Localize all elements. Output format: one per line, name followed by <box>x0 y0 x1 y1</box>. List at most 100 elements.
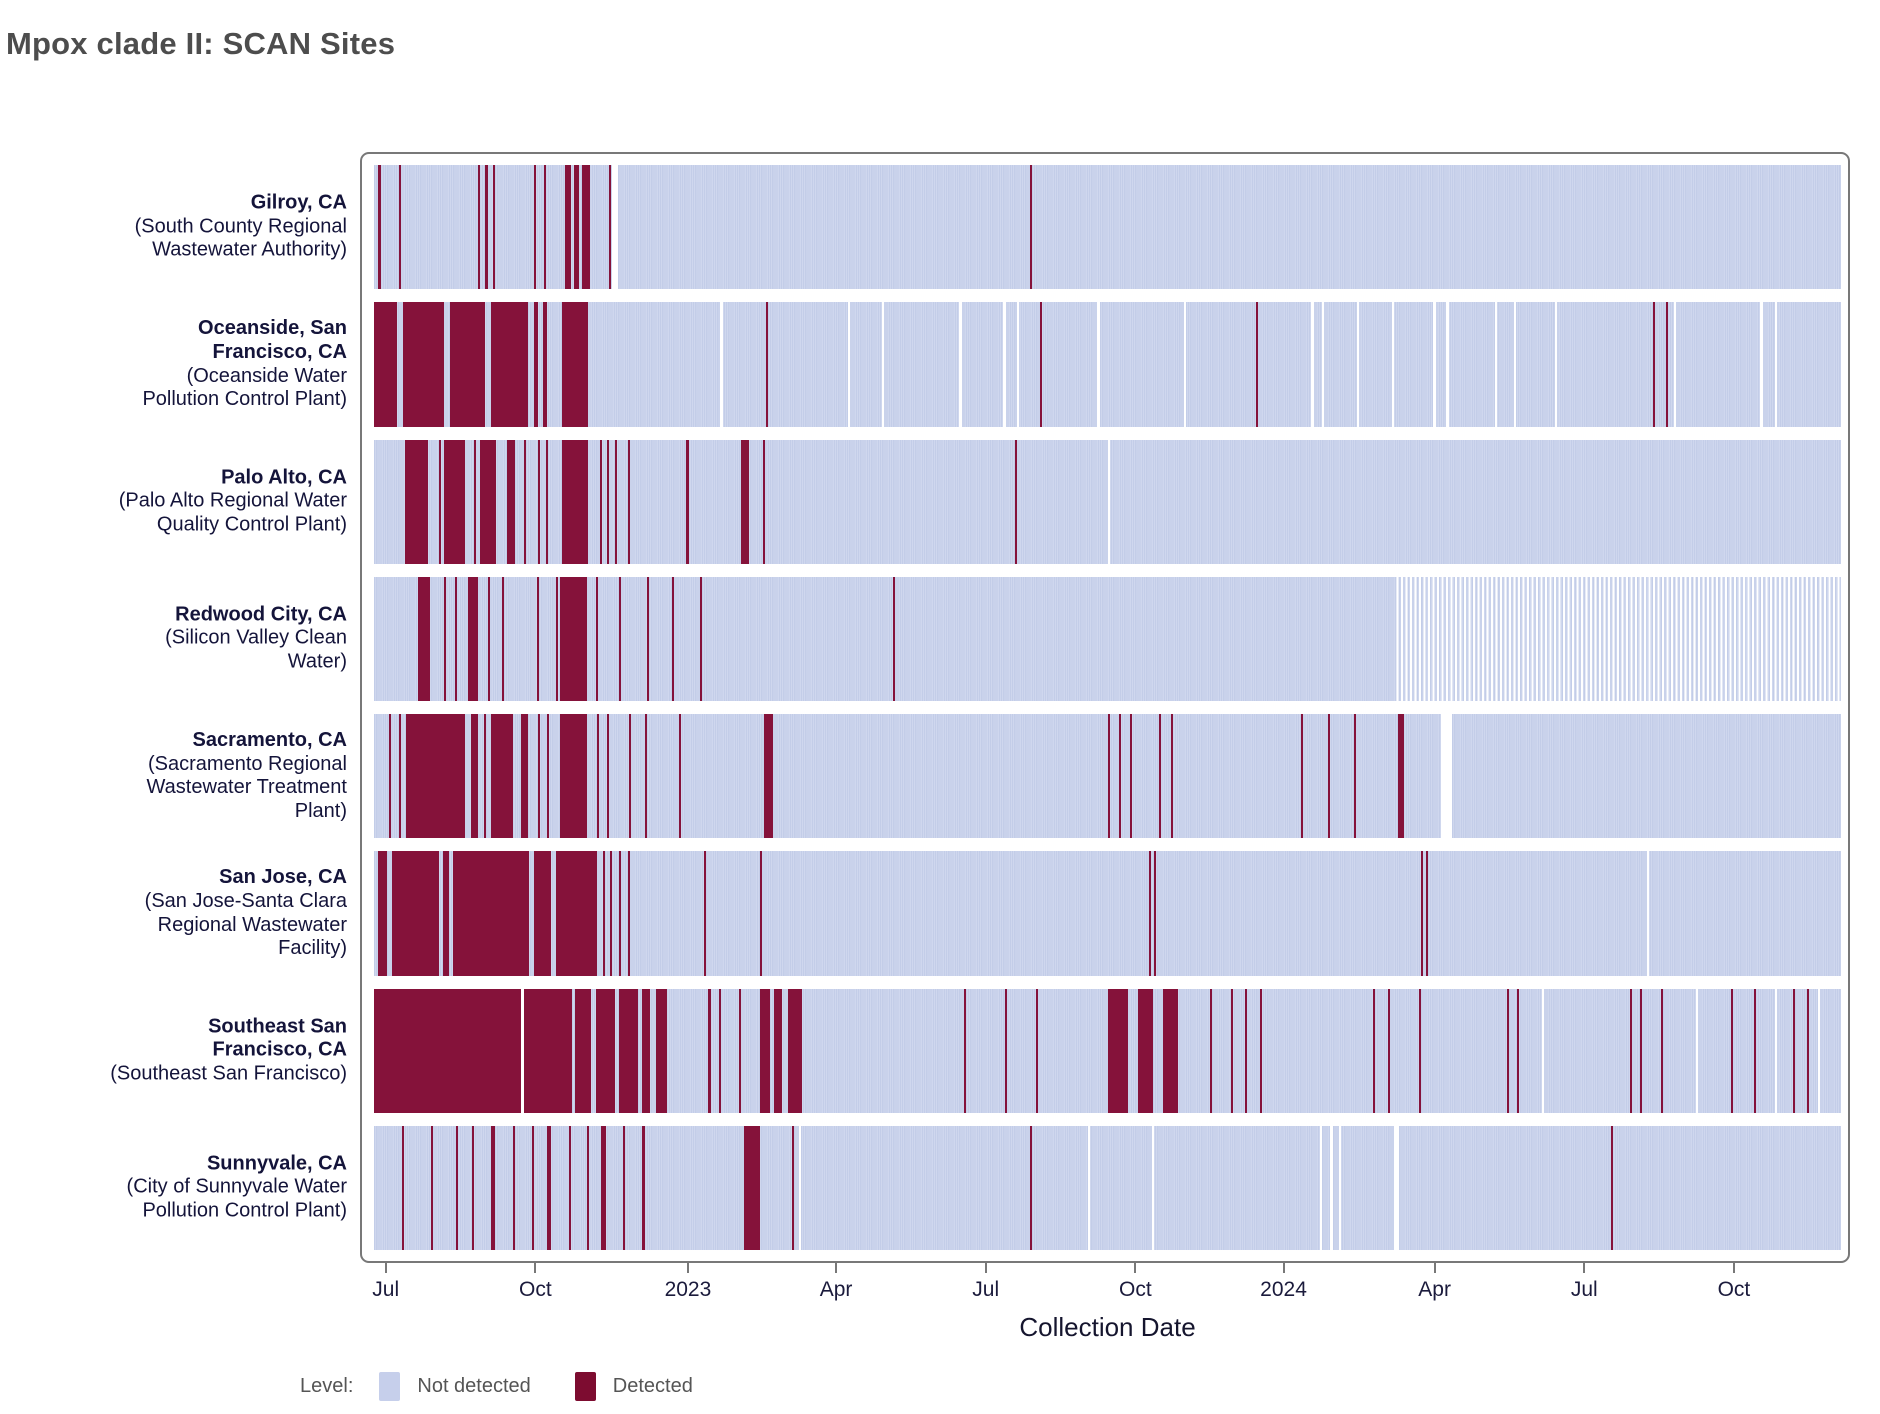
x-axis-tick-label: Apr <box>819 1278 853 1301</box>
site-row: Sunnyvale, CA (City of Sunnyvale Water Po… <box>127 1125 1841 1250</box>
detected-segment <box>536 576 539 701</box>
detected-segment <box>470 714 479 839</box>
x-axis-tick <box>686 1263 689 1273</box>
detected-segment <box>764 714 774 839</box>
detected-segment <box>1004 988 1007 1113</box>
detected-segment <box>586 1125 589 1250</box>
site-label: Southeast San Francisco, CA (Southeast Sa… <box>105 1015 347 1086</box>
site-facility-label: (Silicon Valley Clean Water) <box>165 627 347 673</box>
detected-segment <box>963 988 966 1113</box>
no-data-segment <box>1695 988 1698 1113</box>
site-strip <box>374 576 1841 701</box>
detected-segment <box>1397 714 1405 839</box>
detected-segment <box>623 1125 626 1250</box>
site-label: Gilroy, CA (South County Regional Wastewa… <box>105 192 347 263</box>
site-label: Redwood City, CA (Silicon Valley Clean Wa… <box>105 603 347 674</box>
detected-segment <box>1040 302 1043 427</box>
no-data-segment <box>1330 1125 1333 1250</box>
no-data-segment <box>847 302 851 427</box>
detected-segment <box>555 851 597 976</box>
site-label: Palo Alto, CA (Palo Alto Regional Water Q… <box>105 466 347 537</box>
detected-segment <box>762 439 765 564</box>
detected-segment <box>561 439 589 564</box>
detected-segment <box>739 988 742 1113</box>
detected-segment <box>595 576 598 701</box>
detected-segment <box>479 439 496 564</box>
site-strip <box>374 988 1841 1113</box>
detected-segment <box>792 1125 795 1250</box>
detected-segment <box>485 165 488 290</box>
x-axis-tick <box>1134 1263 1137 1273</box>
detected-segment <box>1035 988 1038 1113</box>
detected-segment <box>431 1125 434 1250</box>
x-axis-tick <box>1583 1263 1586 1273</box>
site-row: Gilroy, CA (South County Regional Wastewa… <box>135 165 1841 290</box>
detected-segment <box>1119 714 1122 839</box>
no-data-segment <box>1321 302 1325 427</box>
legend: Level: Not detected Detected <box>300 1368 737 1404</box>
detected-segment <box>472 1125 475 1250</box>
detected-segment <box>467 576 479 701</box>
detected-segment <box>561 302 589 427</box>
x-axis-tick-label: Oct <box>1717 1278 1751 1301</box>
detected-segment <box>401 1125 404 1250</box>
detected-segment <box>708 988 711 1113</box>
detected-segment <box>595 988 615 1113</box>
detected-segment <box>533 851 552 976</box>
no-data-segment <box>1151 1125 1154 1250</box>
detected-segment <box>573 165 580 290</box>
site-row: Palo Alto, CA (Palo Alto Regional Water Q… <box>119 439 1841 564</box>
no-data-segment <box>1356 302 1360 427</box>
detected-swatch <box>574 1371 596 1401</box>
site-label: Oceanside, San Francisco, CA (Oceanside W… <box>105 317 347 411</box>
detected-segment <box>542 302 548 427</box>
x-axis-tick <box>1732 1263 1735 1273</box>
detected-segment <box>671 576 674 701</box>
detected-segment <box>1610 1125 1613 1250</box>
site-city-label: San Jose, CA <box>219 866 347 889</box>
site-row: Redwood City, CA (Silicon Valley Clean Wa… <box>165 576 1841 701</box>
no-data-segment <box>1339 1125 1342 1250</box>
detected-segment <box>574 988 592 1113</box>
detected-segment <box>453 851 530 976</box>
detected-segment <box>607 439 610 564</box>
detected-segment <box>442 851 449 976</box>
x-axis-tick-label: Jul <box>1570 1278 1598 1301</box>
detected-segment <box>774 988 782 1113</box>
site-strip <box>374 1125 1841 1250</box>
detected-segment <box>1373 988 1376 1113</box>
detected-segment <box>1629 988 1632 1113</box>
detected-segment <box>1301 714 1304 839</box>
detected-segment <box>547 714 550 839</box>
detected-segment <box>627 439 630 564</box>
detected-segment <box>645 714 648 839</box>
detected-segment <box>599 439 602 564</box>
site-strip <box>374 165 1841 290</box>
x-axis-tick <box>534 1263 537 1273</box>
detected-segment <box>1653 302 1656 427</box>
x-axis-tick <box>1282 1263 1285 1273</box>
no-data-segment <box>881 302 884 427</box>
detected-segment <box>454 576 457 701</box>
detected-segment <box>1730 988 1734 1113</box>
detected-segment <box>1421 851 1424 976</box>
x-axis-tick <box>1433 1263 1436 1273</box>
detected-segment <box>1107 714 1110 839</box>
no-data-segment <box>1393 1125 1400 1250</box>
x-axis: Jul Oct 2023 Apr Jul Oct 2024 Apr Jul Oct <box>372 1263 1841 1323</box>
no-data-segment <box>1446 302 1449 427</box>
legend-item-label: Not detected <box>417 1374 531 1397</box>
detected-segment <box>1660 988 1663 1113</box>
x-axis-tick-label: Oct <box>519 1278 552 1301</box>
detected-segment <box>1418 988 1421 1113</box>
no-data-segment <box>799 1125 802 1250</box>
detected-segment <box>629 714 632 839</box>
detected-segment <box>1170 714 1173 839</box>
detected-segment <box>378 165 381 290</box>
detected-segment <box>491 1125 495 1250</box>
no-data-segment <box>611 165 618 290</box>
detected-segment <box>686 439 689 564</box>
detected-segment <box>642 988 650 1113</box>
detected-segment <box>533 302 539 427</box>
no-data-segment <box>1183 302 1187 427</box>
